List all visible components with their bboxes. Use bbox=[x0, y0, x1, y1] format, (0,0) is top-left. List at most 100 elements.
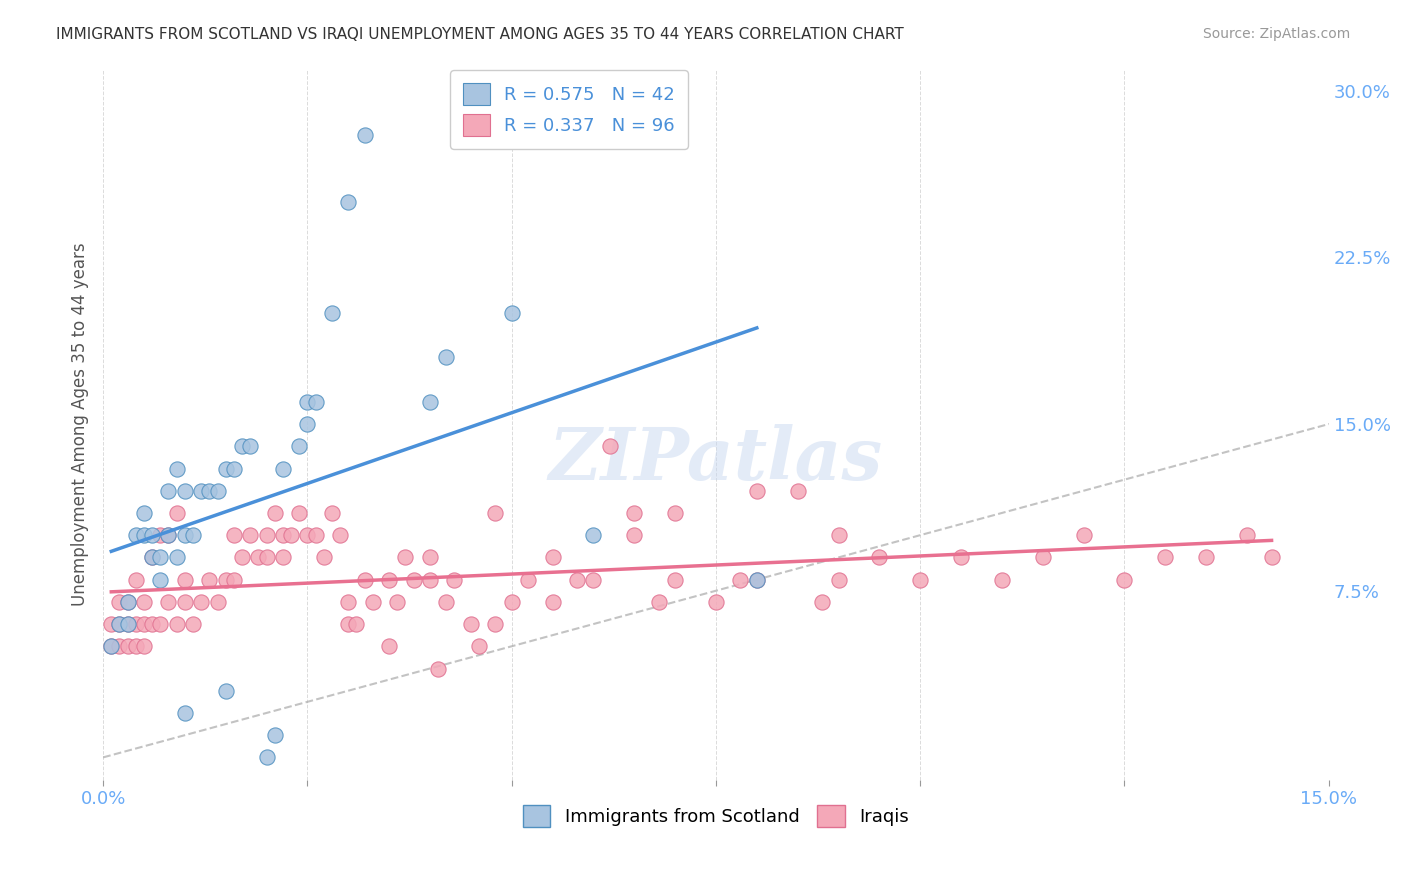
Point bbox=[353, 128, 375, 143]
Point bbox=[222, 461, 245, 475]
Point bbox=[288, 506, 311, 520]
Point bbox=[132, 617, 155, 632]
Point bbox=[623, 528, 645, 542]
Point bbox=[1114, 573, 1136, 587]
Point bbox=[117, 640, 139, 654]
Point bbox=[271, 461, 294, 475]
Point bbox=[149, 617, 172, 632]
Point bbox=[108, 595, 131, 609]
Point bbox=[207, 595, 229, 609]
Point bbox=[198, 483, 221, 498]
Point bbox=[256, 528, 278, 542]
Point bbox=[623, 506, 645, 520]
Point bbox=[141, 528, 163, 542]
Point bbox=[827, 573, 849, 587]
Point bbox=[181, 617, 204, 632]
Point bbox=[271, 528, 294, 542]
Point bbox=[1154, 550, 1177, 565]
Point bbox=[304, 394, 326, 409]
Point bbox=[100, 640, 122, 654]
Point bbox=[786, 483, 808, 498]
Point bbox=[173, 483, 195, 498]
Point bbox=[664, 506, 686, 520]
Point bbox=[353, 573, 375, 587]
Point bbox=[280, 528, 302, 542]
Point bbox=[100, 640, 122, 654]
Point bbox=[1073, 528, 1095, 542]
Point bbox=[950, 550, 973, 565]
Point bbox=[460, 617, 482, 632]
Point bbox=[117, 617, 139, 632]
Point bbox=[173, 573, 195, 587]
Point bbox=[1032, 550, 1054, 565]
Point bbox=[173, 706, 195, 720]
Point bbox=[125, 617, 148, 632]
Point bbox=[541, 550, 564, 565]
Point bbox=[664, 573, 686, 587]
Point bbox=[745, 573, 768, 587]
Point bbox=[108, 617, 131, 632]
Point bbox=[811, 595, 834, 609]
Point bbox=[297, 394, 319, 409]
Point bbox=[166, 550, 188, 565]
Point bbox=[427, 661, 450, 675]
Point bbox=[157, 528, 180, 542]
Point bbox=[117, 595, 139, 609]
Point bbox=[231, 439, 253, 453]
Point bbox=[337, 194, 360, 209]
Point bbox=[1260, 550, 1282, 565]
Point bbox=[117, 595, 139, 609]
Point bbox=[117, 617, 139, 632]
Point bbox=[222, 573, 245, 587]
Point bbox=[730, 573, 752, 587]
Point bbox=[108, 617, 131, 632]
Point bbox=[157, 595, 180, 609]
Text: Source: ZipAtlas.com: Source: ZipAtlas.com bbox=[1202, 27, 1350, 41]
Point bbox=[125, 528, 148, 542]
Point bbox=[419, 394, 441, 409]
Point bbox=[402, 573, 425, 587]
Point bbox=[190, 595, 212, 609]
Point bbox=[173, 528, 195, 542]
Point bbox=[198, 573, 221, 587]
Point bbox=[141, 617, 163, 632]
Point bbox=[256, 750, 278, 764]
Point bbox=[434, 351, 457, 365]
Point bbox=[215, 683, 238, 698]
Point bbox=[329, 528, 352, 542]
Point bbox=[419, 573, 441, 587]
Point bbox=[207, 483, 229, 498]
Point bbox=[394, 550, 416, 565]
Point bbox=[337, 595, 360, 609]
Point bbox=[239, 439, 262, 453]
Text: ZIPatlas: ZIPatlas bbox=[548, 424, 883, 495]
Point bbox=[468, 640, 491, 654]
Point bbox=[484, 506, 506, 520]
Point bbox=[1236, 528, 1258, 542]
Point bbox=[582, 528, 605, 542]
Point bbox=[565, 573, 588, 587]
Point bbox=[149, 573, 172, 587]
Point bbox=[541, 595, 564, 609]
Point bbox=[215, 573, 238, 587]
Point bbox=[304, 528, 326, 542]
Point bbox=[312, 550, 335, 565]
Point bbox=[239, 528, 262, 542]
Point bbox=[517, 573, 540, 587]
Point bbox=[125, 573, 148, 587]
Point bbox=[181, 528, 204, 542]
Point bbox=[157, 483, 180, 498]
Point bbox=[337, 617, 360, 632]
Point bbox=[378, 640, 401, 654]
Point bbox=[100, 617, 122, 632]
Point bbox=[501, 306, 523, 320]
Point bbox=[256, 550, 278, 565]
Point bbox=[288, 439, 311, 453]
Point bbox=[991, 573, 1014, 587]
Point bbox=[222, 528, 245, 542]
Point bbox=[321, 306, 343, 320]
Point bbox=[141, 550, 163, 565]
Point bbox=[745, 573, 768, 587]
Point bbox=[132, 595, 155, 609]
Point bbox=[501, 595, 523, 609]
